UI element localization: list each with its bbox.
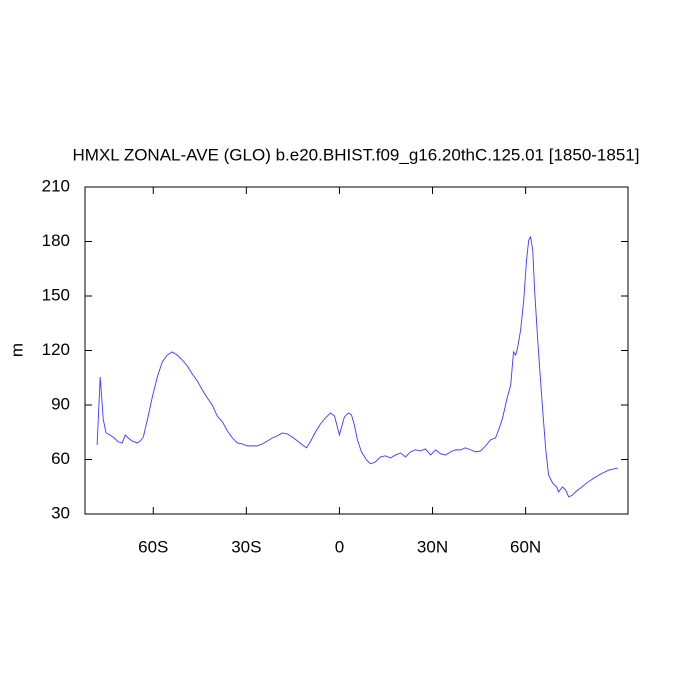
y-tick-label: 30: [51, 503, 70, 522]
y-axis-label: m: [7, 343, 26, 357]
x-tick-label: 60S: [138, 537, 168, 556]
x-tick-label: 30N: [417, 537, 448, 556]
y-tick-label: 180: [42, 231, 70, 250]
y-tick-label: 60: [51, 449, 70, 468]
y-tick-label: 120: [42, 340, 70, 359]
y-tick-label: 150: [42, 285, 70, 304]
y-tick-label: 90: [51, 394, 70, 413]
data-line: [96, 235, 618, 498]
x-tick-label: 0: [335, 537, 344, 556]
x-tick-label: 60N: [510, 537, 541, 556]
plot-frame: [84, 186, 629, 515]
chart-title: HMXL ZONAL-AVE (GLO) b.e20.BHIST.f09_g16…: [73, 145, 640, 164]
y-tick-label: 210: [42, 176, 70, 195]
x-tick-label: 30S: [231, 537, 261, 556]
